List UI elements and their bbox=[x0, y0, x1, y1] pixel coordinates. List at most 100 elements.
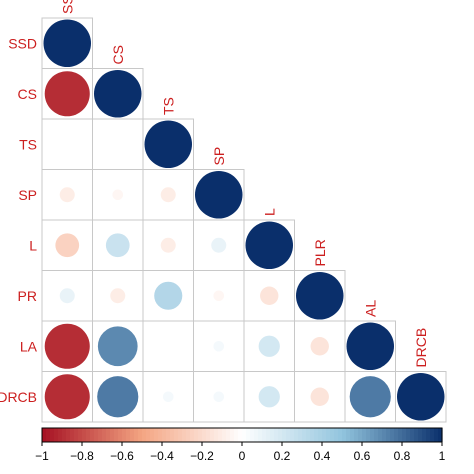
correlation-circle bbox=[112, 189, 124, 201]
colorbar-segment bbox=[162, 428, 167, 442]
colorbar-tick-label: −1 bbox=[35, 449, 49, 463]
correlation-circle bbox=[195, 171, 243, 219]
colorbar-segment bbox=[154, 428, 159, 442]
colorbar-segment bbox=[418, 428, 423, 442]
colorbar-segment bbox=[62, 428, 67, 442]
colorbar-segment bbox=[142, 428, 147, 442]
colorbar-segment bbox=[194, 428, 199, 442]
correlation-circle bbox=[105, 233, 130, 258]
colorbar-segment bbox=[70, 428, 75, 442]
colorbar-tick-label: −0.2 bbox=[190, 449, 214, 463]
colorbar-tick-label: 0.4 bbox=[314, 449, 331, 463]
correlation-circle bbox=[213, 290, 225, 302]
colorbar-segment bbox=[318, 428, 323, 442]
colorbar-segment bbox=[294, 428, 299, 442]
colorbar-segment bbox=[322, 428, 327, 442]
column-label: L bbox=[261, 208, 277, 216]
colorbar-segment bbox=[342, 428, 347, 442]
correlation-circle bbox=[162, 391, 174, 403]
colorbar-segment bbox=[362, 428, 367, 442]
column-label: PLR bbox=[312, 239, 328, 266]
correlation-circle bbox=[245, 221, 293, 269]
colorbar-segment bbox=[246, 428, 251, 442]
correlation-circle bbox=[213, 340, 225, 352]
colorbar-segment bbox=[58, 428, 63, 442]
colorbar: −1 −0.8 −0.6 −0.4 −0.2 0 0.2 0.4 0.6 0.8 1 bbox=[35, 427, 446, 463]
colorbar-segment bbox=[202, 428, 207, 442]
colorbar-segment bbox=[398, 428, 403, 442]
correlation-circle bbox=[160, 237, 176, 253]
colorbar-segment bbox=[234, 428, 239, 442]
grid-cell bbox=[193, 320, 245, 372]
colorbar-segment bbox=[330, 428, 335, 442]
colorbar-segment bbox=[74, 428, 79, 442]
correlation-circle bbox=[258, 386, 280, 408]
colorbar-segment bbox=[298, 428, 303, 442]
column-label: SP bbox=[211, 147, 227, 166]
column-label: TS bbox=[160, 97, 176, 115]
column-label: DRCB bbox=[413, 328, 429, 368]
colorbar-segment bbox=[422, 428, 427, 442]
colorbar-segment bbox=[386, 428, 391, 442]
row-label: SP bbox=[18, 187, 37, 203]
colorbar-segment bbox=[350, 428, 355, 442]
colorbar-segment bbox=[222, 428, 227, 442]
correlation-circle bbox=[55, 233, 80, 258]
colorbar-segment bbox=[310, 428, 315, 442]
grid-cell bbox=[92, 118, 144, 170]
colorbar-segment bbox=[94, 428, 99, 442]
colorbar-segment bbox=[54, 428, 59, 442]
colorbar-segment bbox=[410, 428, 415, 442]
colorbar-tick-label: 0.8 bbox=[394, 449, 411, 463]
correlation-circle bbox=[43, 19, 91, 67]
colorbar-segment bbox=[42, 428, 47, 442]
colorbar-segment bbox=[82, 428, 87, 442]
colorbar-segment bbox=[238, 428, 243, 442]
colorbar-segment bbox=[370, 428, 375, 442]
grid-cell bbox=[41, 118, 93, 170]
colorbar-segment bbox=[286, 428, 291, 442]
correlation-circle bbox=[258, 335, 280, 357]
correlation-circle bbox=[310, 387, 329, 406]
colorbar-segment bbox=[186, 428, 191, 442]
colorbar-segment bbox=[438, 428, 443, 442]
colorbar-segment bbox=[266, 428, 271, 442]
colorbar-segment bbox=[426, 428, 431, 442]
colorbar-segment bbox=[178, 428, 183, 442]
colorbar-segment bbox=[86, 428, 91, 442]
colorbar-segment bbox=[394, 428, 399, 442]
colorbar-tick-label: −0.4 bbox=[150, 449, 174, 463]
colorbar-segment bbox=[118, 428, 123, 442]
colorbar-segment bbox=[334, 428, 339, 442]
colorbar-segment bbox=[254, 428, 259, 442]
colorbar-segment bbox=[134, 428, 139, 442]
colorbar-segment bbox=[158, 428, 163, 442]
colorbar-segment bbox=[354, 428, 359, 442]
colorbar-segment bbox=[218, 428, 223, 442]
colorbar-segment bbox=[262, 428, 267, 442]
correlation-circle bbox=[211, 237, 227, 253]
colorbar-segment bbox=[402, 428, 407, 442]
colorbar-segment bbox=[214, 428, 219, 442]
row-label: L bbox=[29, 237, 37, 253]
colorbar-segment bbox=[46, 428, 51, 442]
colorbar-tick-label: 0 bbox=[239, 449, 246, 463]
grid-cell bbox=[142, 320, 194, 372]
colorbar-segment bbox=[406, 428, 411, 442]
correlation-circle bbox=[110, 288, 126, 304]
colorbar-segment bbox=[114, 428, 119, 442]
colorbar-segment bbox=[226, 428, 231, 442]
colorbar-segment bbox=[182, 428, 187, 442]
row-label: TS bbox=[19, 136, 37, 152]
correlation-circle bbox=[160, 187, 176, 203]
colorbar-segment bbox=[430, 428, 435, 442]
colorbar-segment bbox=[414, 428, 419, 442]
colorbar-segment bbox=[110, 428, 115, 442]
colorbar-tick-label: −0.8 bbox=[70, 449, 94, 463]
colorbar-tick-label: 0.2 bbox=[274, 449, 291, 463]
column-labels: SS CS TS SP L PLR AL DRCB bbox=[59, 0, 429, 368]
row-label: LA bbox=[20, 338, 38, 354]
colorbar-segment bbox=[130, 428, 135, 442]
colorbar-segment bbox=[306, 428, 311, 442]
